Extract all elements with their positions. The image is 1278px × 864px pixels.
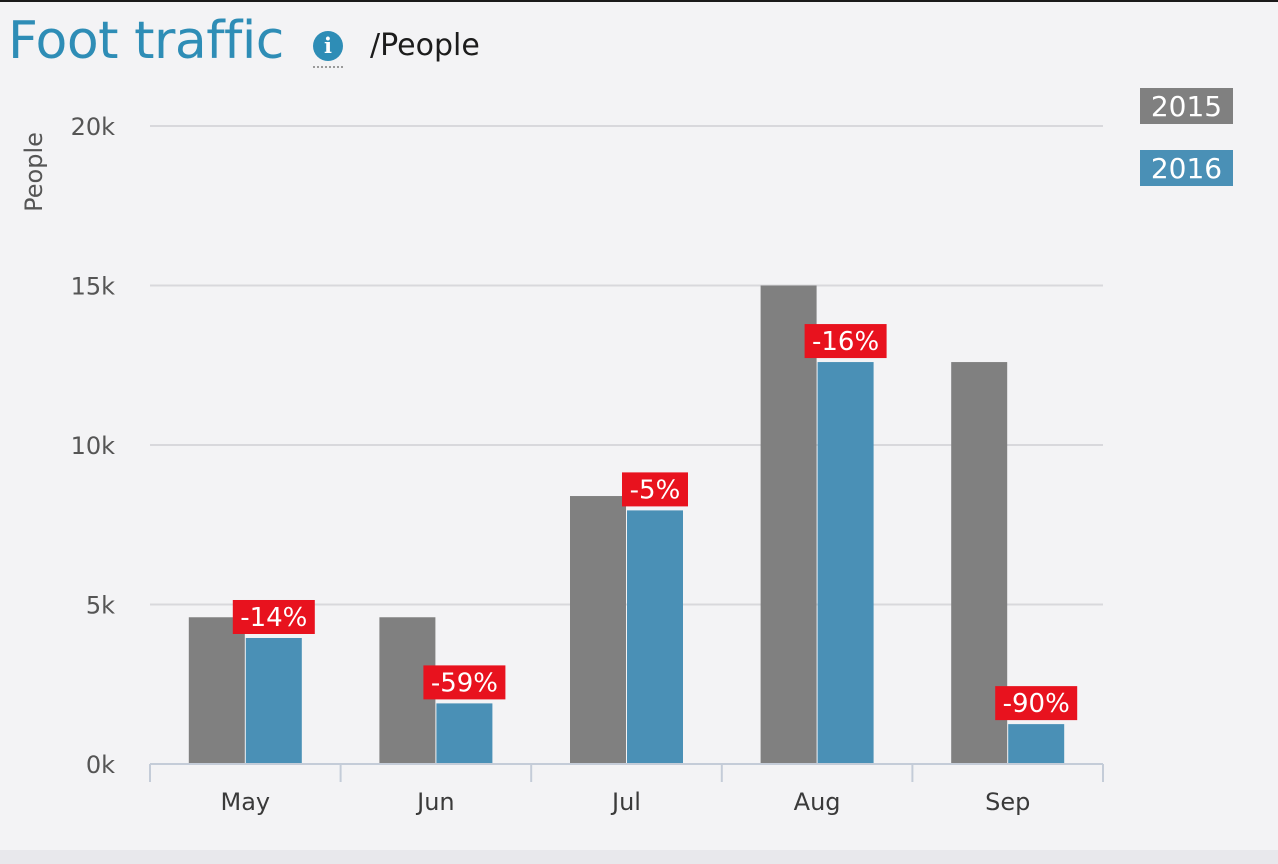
legend-swatch-2016 <box>1140 150 1233 186</box>
legend: 2015 2016 <box>1140 88 1233 186</box>
change-badge-bg <box>232 599 315 634</box>
change-badge-bg <box>995 686 1078 721</box>
change-badge-label: -59% <box>431 668 498 698</box>
page-title: Foot traffic <box>8 11 284 71</box>
y-tick-label: 15k <box>71 273 116 301</box>
bar-2016-sep <box>1008 724 1065 764</box>
bar-2016-jul <box>627 510 683 764</box>
x-tick-label: Aug <box>794 788 841 816</box>
y-axis-ticks: 0k 5k 10k 15k 20k <box>71 113 116 779</box>
y-tick-label: 20k <box>71 113 116 141</box>
change-labels: -14% -59% -5% -16% -90% <box>232 324 1078 721</box>
bar-2015-aug <box>760 285 817 764</box>
info-icon[interactable]: i <box>313 31 343 61</box>
legend-label-2015: 2015 <box>1151 90 1222 123</box>
bar-2016-may <box>245 637 302 764</box>
change-badge-bg <box>423 665 506 700</box>
x-tick-label: May <box>220 788 270 816</box>
y-tick-label: 0k <box>86 751 115 779</box>
bar-2016-aug <box>817 362 874 764</box>
change-badge-label: -14% <box>240 603 307 633</box>
bar-2016-jun <box>436 703 493 764</box>
legend-swatch-2015 <box>1140 88 1233 124</box>
x-tick-label: Jun <box>415 788 455 816</box>
change-badge-label: -16% <box>812 327 879 357</box>
change-badge-label: -90% <box>1003 689 1070 719</box>
x-axis: May Jun Jul Aug Sep <box>149 763 1104 816</box>
bar-2015-jul <box>570 496 626 764</box>
x-tick-label: Sep <box>985 788 1030 816</box>
y-tick-label: 10k <box>71 432 116 460</box>
top-border <box>0 0 1278 2</box>
change-badge-bg <box>622 472 688 507</box>
change-badge-label: -5% <box>630 475 681 505</box>
x-tick-label: Jul <box>610 788 641 816</box>
bar-2015-may <box>188 617 245 764</box>
y-axis-title: People <box>20 132 48 212</box>
change-badge-bg <box>804 324 887 359</box>
bottom-strip <box>0 850 1278 864</box>
y-tick-label: 5k <box>86 592 115 620</box>
info-icon-underline <box>313 66 343 68</box>
bars <box>188 285 1065 764</box>
legend-label-2016: 2016 <box>1151 152 1222 185</box>
unit-label: /People <box>370 28 480 63</box>
